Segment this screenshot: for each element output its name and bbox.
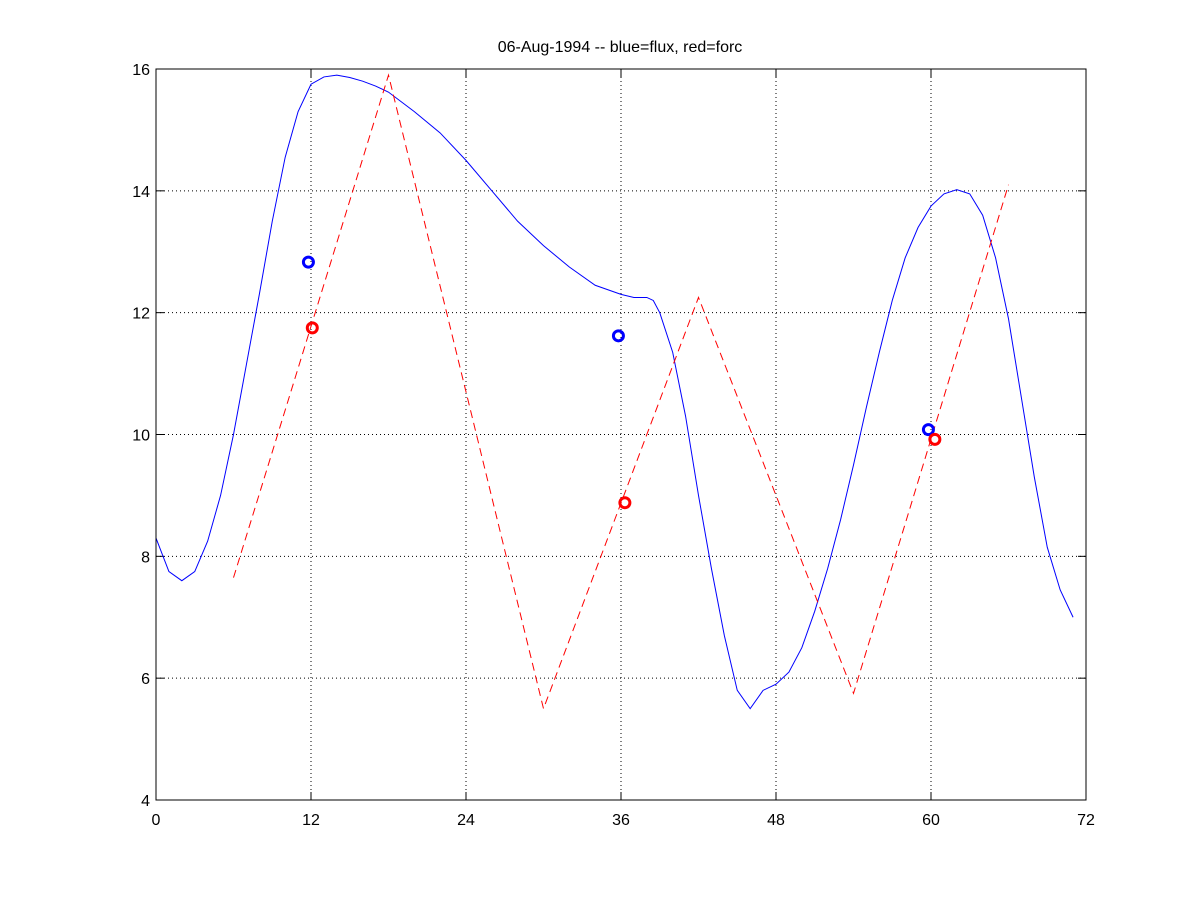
x-tick-label: 24 xyxy=(457,812,475,829)
axis-ticks: 0 12 24 36 48 60 72 4 6 8 10 12 14 16 xyxy=(132,62,1095,829)
forc-marker xyxy=(618,496,632,510)
forc-marker xyxy=(305,321,319,335)
flux-marker xyxy=(301,255,315,269)
x-tick-label: 0 xyxy=(152,812,161,829)
flux-line xyxy=(155,74,1074,710)
flux-marker xyxy=(611,329,625,343)
grid xyxy=(156,69,1086,800)
y-tick-label: 4 xyxy=(141,793,150,810)
y-tick-label: 10 xyxy=(132,428,150,445)
x-tick-label: 48 xyxy=(767,812,785,829)
axes-frame xyxy=(155,68,1087,801)
y-tick-label: 6 xyxy=(141,671,150,688)
chart-title: 06-Aug-1994 -- blue=flux, red=forc xyxy=(498,39,743,56)
flux-marker xyxy=(921,423,935,437)
x-tick-label: 72 xyxy=(1077,812,1095,829)
y-tick-label: 12 xyxy=(132,306,150,323)
y-tick-label: 16 xyxy=(132,62,150,79)
x-tick-label: 60 xyxy=(922,812,940,829)
x-tick-label: 36 xyxy=(612,812,630,829)
series xyxy=(155,73,1074,711)
forc-marker xyxy=(928,432,942,446)
x-tick-label: 12 xyxy=(302,812,320,829)
y-tick-label: 8 xyxy=(141,549,150,566)
y-tick-label: 14 xyxy=(132,184,150,201)
